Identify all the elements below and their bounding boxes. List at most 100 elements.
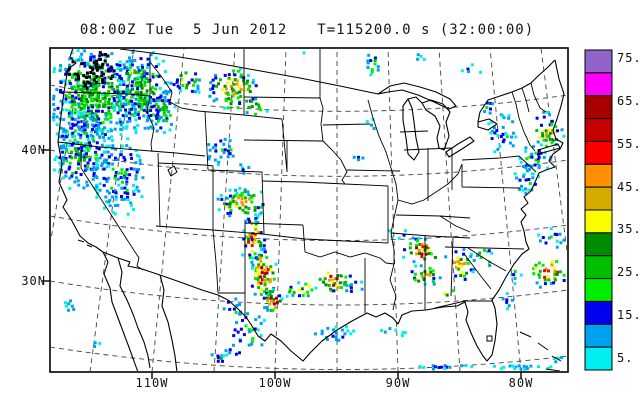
radar-cell	[403, 248, 406, 252]
radar-cell	[95, 132, 99, 136]
radar-cell	[70, 105, 74, 109]
radar-cell	[314, 286, 318, 290]
radar-cell	[70, 111, 73, 115]
radar-cell	[335, 284, 339, 288]
radar-cell	[415, 243, 419, 247]
radar-cell	[259, 275, 263, 279]
radar-cell	[388, 327, 392, 331]
radar-cell	[71, 122, 75, 126]
radar-cell	[114, 147, 118, 151]
radar-cell	[303, 291, 307, 295]
radar-cell	[268, 293, 272, 297]
colorbar-label: 25.	[617, 265, 640, 280]
radar-cell	[214, 73, 217, 77]
radar-cell	[95, 185, 99, 189]
radar-cell	[553, 272, 557, 276]
radar-cell	[332, 289, 336, 293]
radar-cell	[102, 159, 106, 163]
radar-cell	[251, 81, 255, 85]
radar-cell	[260, 271, 264, 275]
radar-cell	[554, 125, 558, 129]
radar-cell	[91, 66, 95, 70]
radar-cell	[512, 273, 516, 277]
radar-cell	[88, 147, 92, 151]
radar-cell	[93, 186, 97, 190]
radar-cell	[415, 252, 419, 256]
radar-cell	[59, 111, 63, 115]
radar-cell	[193, 80, 197, 84]
radar-cell	[85, 134, 89, 138]
radar-cell	[102, 135, 105, 139]
radar-cell	[70, 114, 74, 117]
basemap-borders	[57, 49, 565, 371]
radar-cell	[259, 211, 263, 215]
radar-cell	[125, 84, 129, 88]
colorbar-label: 35.	[617, 222, 640, 237]
radar-cell	[134, 149, 138, 153]
radar-cell	[124, 126, 128, 130]
radar-cell	[132, 189, 135, 193]
canada-border	[119, 49, 556, 123]
radar-cell	[107, 164, 111, 168]
radar-cell	[259, 231, 263, 235]
radar-cell	[103, 139, 107, 143]
radar-cell	[77, 105, 81, 109]
radar-cell	[247, 217, 251, 221]
radar-cell	[165, 119, 169, 123]
radar-cell	[537, 175, 540, 178]
radar-cell	[304, 282, 308, 286]
radar-cell	[129, 201, 133, 205]
radar-cell	[507, 304, 511, 308]
radar-cell	[123, 197, 127, 201]
radar-cell	[83, 123, 87, 127]
radar-cell	[59, 164, 63, 168]
radar-cell	[260, 254, 263, 257]
radar-cell	[128, 119, 132, 123]
radar-cell	[129, 203, 133, 207]
radar-cell	[330, 289, 334, 293]
radar-cell	[58, 170, 62, 174]
radar-cell	[349, 286, 353, 290]
radar-cell	[125, 168, 129, 172]
lon-label-80w: 80W	[508, 376, 534, 390]
radar-cell	[501, 125, 505, 129]
radar-cell	[207, 157, 211, 161]
radar-cell	[156, 105, 160, 109]
radar-cell	[86, 63, 90, 66]
radar-cell	[234, 297, 238, 301]
radar-cell	[224, 99, 228, 103]
radar-cell	[327, 283, 331, 287]
radar-cell	[128, 56, 131, 60]
radar-cell	[91, 93, 95, 97]
radar-cell	[163, 70, 167, 73]
radar-cell	[417, 236, 421, 240]
radar-cell	[111, 162, 115, 166]
radar-cell	[536, 158, 540, 162]
radar-cell	[65, 130, 69, 133]
radar-cell	[307, 284, 311, 288]
radar-cell	[229, 200, 233, 204]
radar-cell	[76, 75, 80, 79]
radar-cell	[335, 277, 339, 281]
radar-cell	[156, 96, 159, 100]
radar-cell	[111, 138, 114, 142]
radar-cell	[83, 103, 86, 107]
radar-cell	[228, 139, 232, 143]
radar-cell	[528, 155, 532, 159]
radar-cell	[122, 80, 126, 84]
radar-cell	[250, 328, 254, 332]
radar-cell	[265, 265, 269, 269]
radar-cell	[254, 272, 258, 275]
radar-cell	[505, 298, 509, 302]
radar-cell	[236, 69, 240, 73]
radar-cell	[253, 252, 257, 256]
radar-cell	[58, 90, 62, 94]
radar-cell	[552, 266, 556, 269]
radar-cell	[74, 59, 78, 62]
radar-cell	[65, 70, 69, 74]
radar-cell	[165, 117, 169, 121]
radar-cell	[156, 110, 160, 114]
radar-cell	[301, 293, 305, 297]
radar-cell	[100, 132, 104, 136]
radar-cell	[535, 281, 539, 285]
